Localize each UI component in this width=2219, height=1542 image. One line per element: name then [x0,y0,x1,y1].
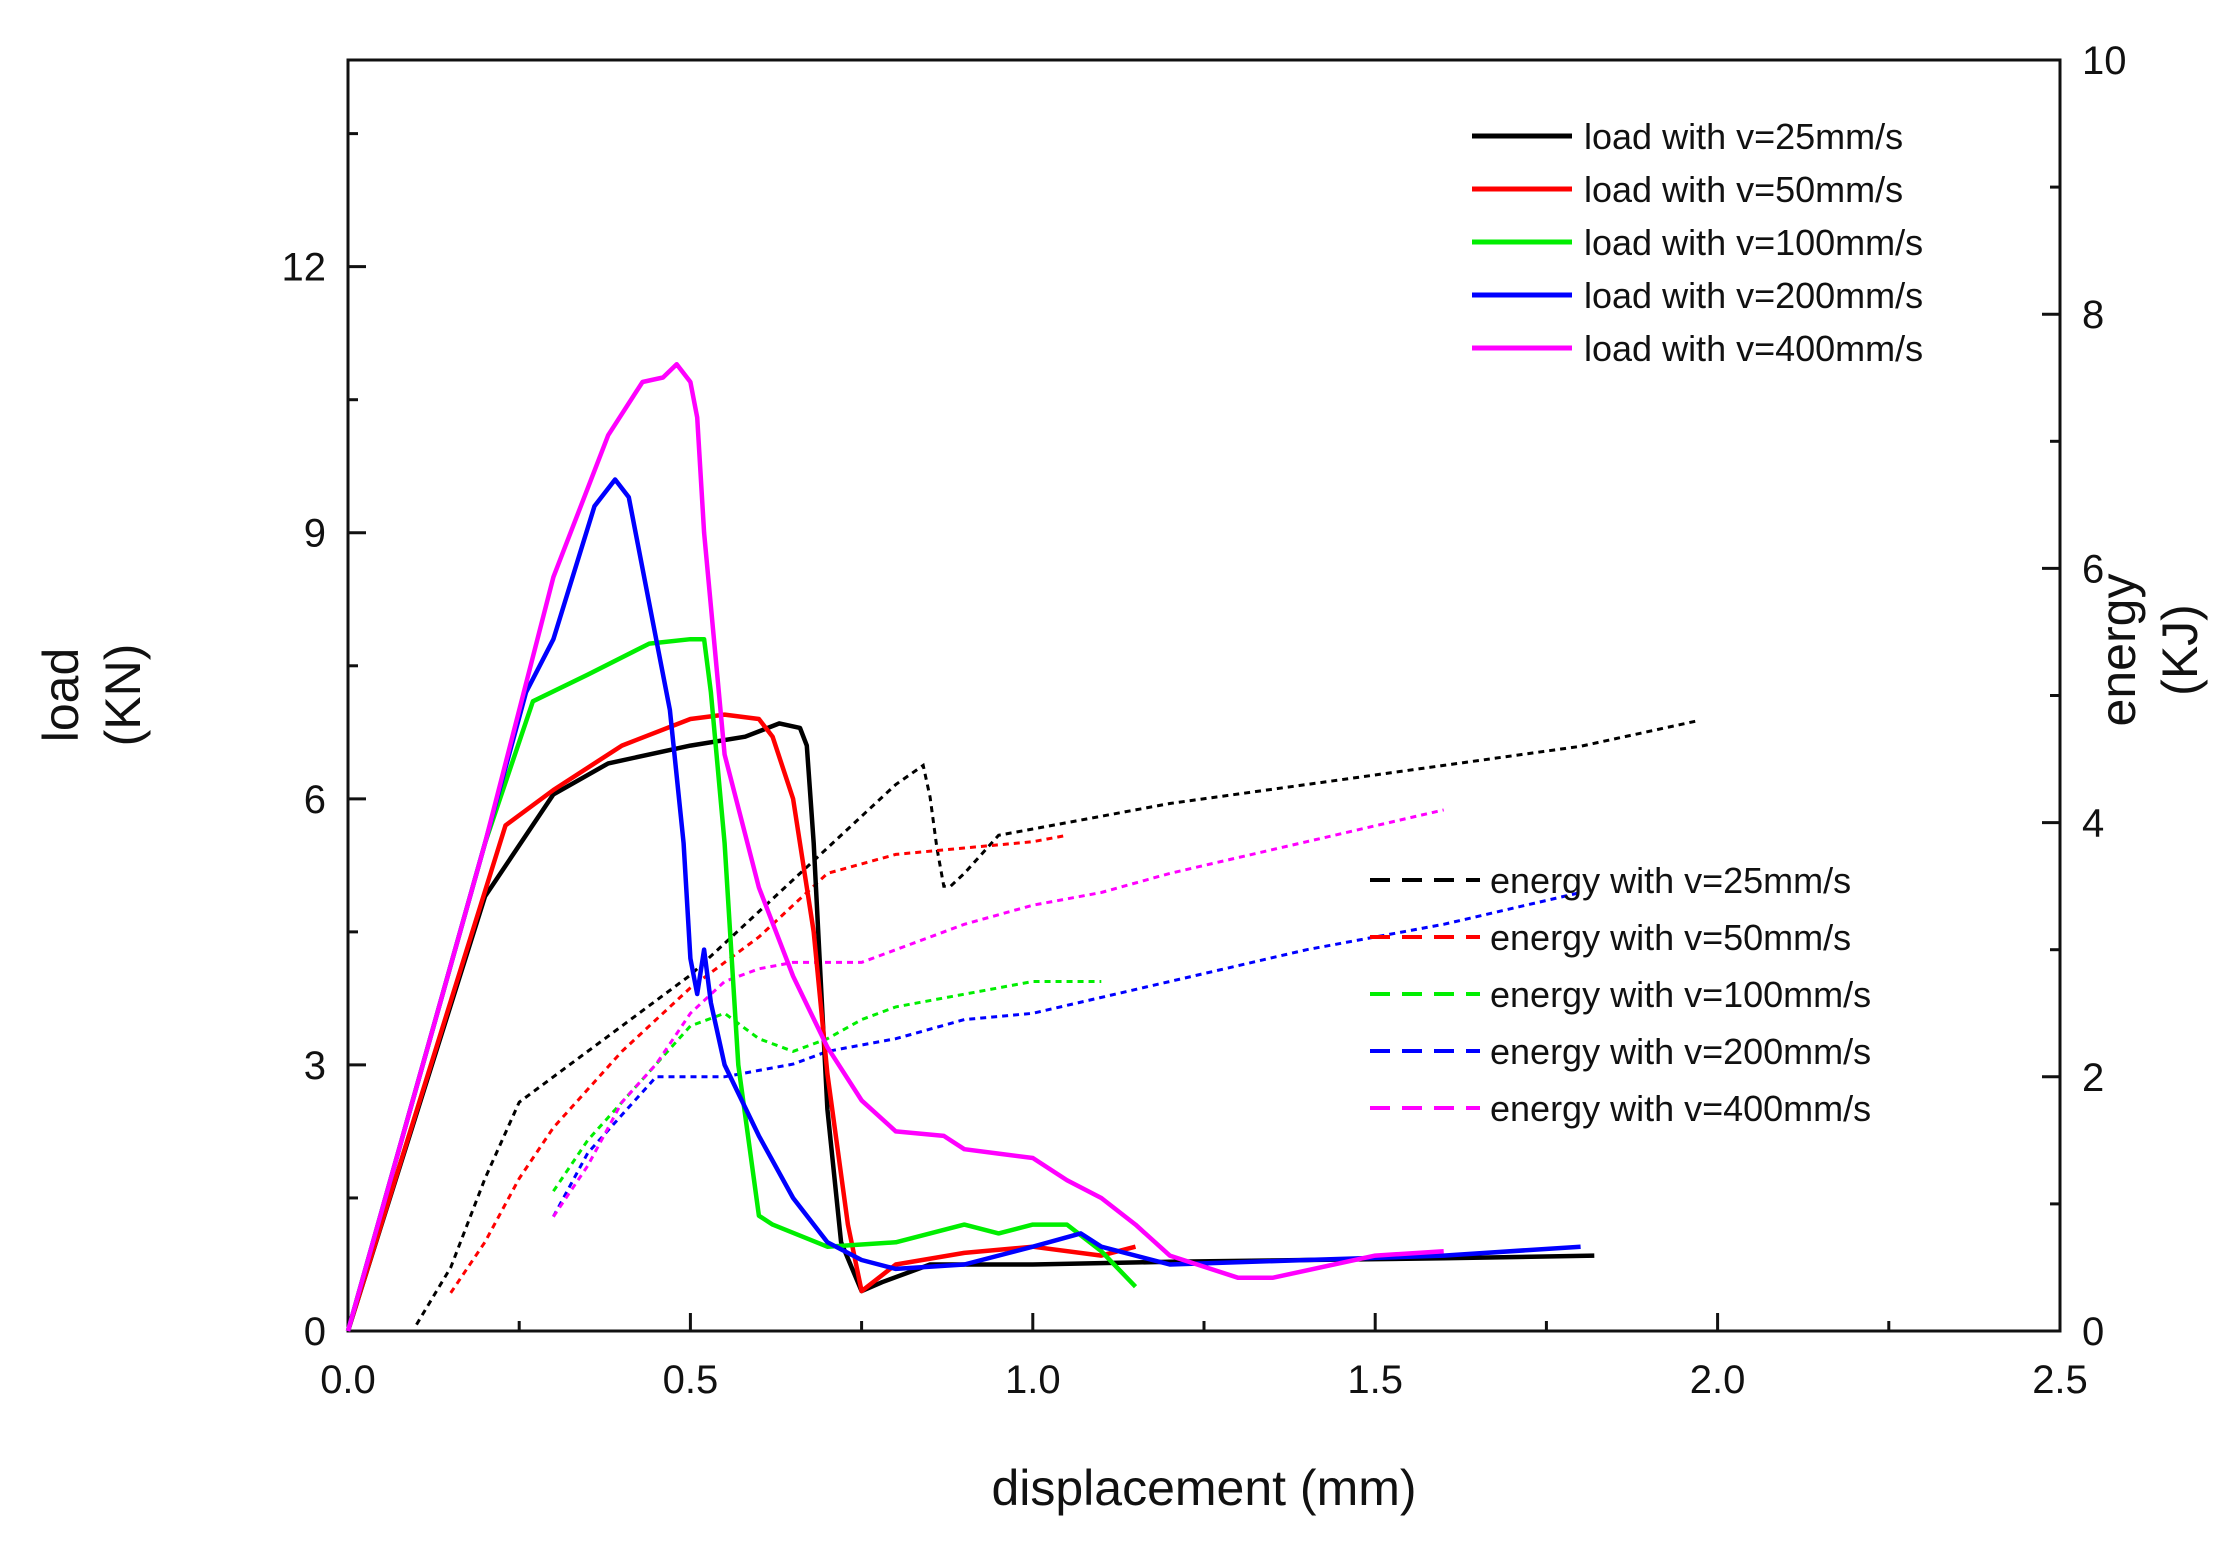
series-layer [345,361,1698,1332]
y-right-tick-label: 6 [2082,547,2104,591]
y-right-axis-title: energy (KJ) [2090,574,2208,727]
legend-energy-label: energy with v=100mm/s [1490,974,1871,1015]
legend-load-label: load with v=400mm/s [1584,328,1923,369]
energy-series-line [552,980,1102,1193]
load-series-line [345,712,1137,1332]
energy-series-line [552,891,1581,1218]
y-right-tick-label: 10 [2082,39,2127,83]
x-axis-title: displacement (mm) [991,1460,1416,1516]
y-left-tick-label: 6 [304,778,326,822]
y-right-axis-title-line2: (KJ) [2152,604,2208,696]
load-series-line [345,361,1444,1332]
y-right-tick-label: 8 [2082,293,2104,337]
y-left-axis-title: load (KN) [33,644,151,747]
energy-series-line [449,833,1068,1294]
y-left-tick-label: 9 [304,512,326,556]
legend-energy-label: energy with v=400mm/s [1490,1088,1871,1129]
legend-load-label: load with v=200mm/s [1584,275,1923,316]
y-right-axis-title-line1: energy [2090,574,2146,727]
legend-load: load with v=25mm/s load with v=50mm/s load… [1472,116,1923,369]
legend-energy: energy with v=25mm/s energy with v=50mm/s… [1370,860,1871,1129]
x-tick-label: 2.0 [1690,1358,1746,1402]
x-tick-label: 0.5 [663,1358,719,1402]
y-left-axis-title-line1: load [33,648,89,743]
load-series-line [345,477,1581,1332]
y-left-tick-label: 0 [304,1310,326,1354]
y-right-tick-label: 4 [2082,802,2104,846]
y-right-tick-label: 2 [2082,1056,2104,1100]
load-series-line [345,721,1595,1332]
legend-energy-label: energy with v=200mm/s [1490,1031,1871,1072]
y-left-tick-label: 3 [304,1044,326,1088]
energy-series-line [415,719,1698,1326]
legend-load-label: load with v=25mm/s [1584,116,1903,157]
x-tick-label: 0.0 [320,1358,376,1402]
y-left-tick-label: 12 [282,246,327,290]
x-tick-label: 2.5 [2032,1358,2088,1402]
axis-ticks [346,58,2062,1333]
load-series-line [345,636,1138,1332]
x-tick-label: 1.0 [1005,1358,1061,1402]
y-right-tick-label: 0 [2082,1310,2104,1354]
legend-load-label: load with v=50mm/s [1584,169,1903,210]
y-left-axis-title-line2: (KN) [95,644,151,747]
legend-energy-label: energy with v=50mm/s [1490,917,1851,958]
legend-energy-label: energy with v=25mm/s [1490,860,1851,901]
legend-load-label: load with v=100mm/s [1584,222,1923,263]
energy-series-line [552,808,1445,1218]
legend-layer: load with v=25mm/s load with v=50mm/s load… [1370,116,1923,1129]
x-tick-label: 1.5 [1347,1358,1403,1402]
